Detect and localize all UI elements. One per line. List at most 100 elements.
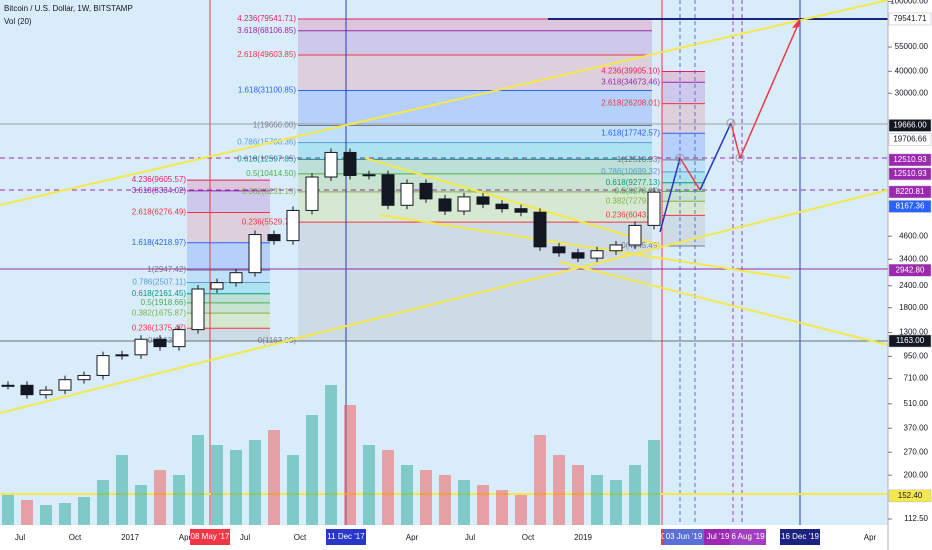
- fib-label: 1(19666.00): [253, 121, 296, 130]
- fib-label: 0.786(2507.11): [132, 278, 186, 287]
- fib-band: [298, 30, 652, 55]
- fib-label: 1.618(4218.97): [132, 238, 187, 247]
- fib-band: [298, 142, 652, 160]
- price-tag: [888, 133, 932, 146]
- time-tag: [190, 529, 230, 545]
- y-tick-label: 112.50: [904, 514, 928, 523]
- volume-bar: [78, 497, 90, 525]
- x-tick-label: Jul: [15, 533, 25, 542]
- fib-band: [298, 18, 652, 31]
- candle: [191, 288, 205, 331]
- fib-band: [298, 125, 652, 143]
- y-tick-label: 200.00: [904, 470, 929, 479]
- price-tag-label: 79541.71: [893, 14, 927, 23]
- x-tick-label: Oct: [294, 533, 307, 542]
- fib-label: 0.786(10699.32): [601, 167, 660, 176]
- price-tag: [888, 263, 932, 277]
- fib-band: [662, 71, 705, 83]
- time-tag-label: 16 Dec '19: [781, 532, 820, 541]
- candle: [419, 182, 433, 200]
- volume-bar: [610, 480, 622, 525]
- price-tag: [888, 185, 932, 199]
- y-tick-label: 510.00: [904, 399, 929, 408]
- volume-bar: [154, 470, 166, 525]
- fib-band: [298, 222, 652, 341]
- price-tag: [888, 489, 932, 503]
- volume-bar: [496, 490, 508, 525]
- fib-band: [298, 173, 652, 192]
- y-tick-label: 100000.00: [890, 0, 928, 6]
- volume-bar: [306, 415, 318, 525]
- time-tag-label: Jul '19: [707, 532, 730, 541]
- y-tick-label: 1300.00: [899, 328, 928, 337]
- fib-label: 2.618(26208.01): [601, 99, 660, 108]
- y-tick-label: 4600.00: [899, 231, 928, 240]
- candle: [571, 252, 585, 259]
- fib-label: 0.236(1375.47): [132, 323, 187, 332]
- fib-label: 0.618(9277.13): [606, 178, 661, 187]
- fib-label: 0.236(6043.33): [606, 210, 661, 219]
- volume-bar: [135, 485, 147, 525]
- price-tag: [888, 119, 932, 132]
- fib-band: [662, 159, 705, 172]
- x-tick-label: 2017: [121, 533, 139, 542]
- x-tick-label: Jul: [465, 533, 475, 542]
- y-tick-label: 30000.00: [895, 88, 929, 97]
- price-tag: [888, 334, 932, 348]
- time-tag-label: 03 Jun '19: [666, 532, 703, 541]
- time-tag-label: 08 May '17: [191, 532, 230, 541]
- fib-band: [187, 328, 270, 341]
- volume-bar: [648, 440, 660, 525]
- candle: [115, 354, 129, 357]
- volume-bar: [40, 505, 52, 525]
- candle: [210, 282, 224, 290]
- fib-label: 1(12510.93): [617, 155, 660, 164]
- candle: [153, 338, 167, 348]
- price-tag-label: 8220.81: [896, 187, 925, 196]
- fib-label: 0.382(7279.28): [606, 196, 661, 205]
- volume-bar: [325, 385, 337, 525]
- fib-band: [662, 171, 705, 183]
- volume-bar: [2, 495, 14, 525]
- fib-label: 4.236(39905.10): [601, 67, 660, 76]
- time-tag: [704, 529, 732, 545]
- fib-label: 1(2947.42): [147, 265, 186, 274]
- candle: [286, 209, 300, 242]
- candle: [39, 389, 53, 396]
- fib-band: [187, 180, 270, 191]
- fib-label: 0(4045.49): [621, 241, 660, 250]
- volume-bar: [477, 485, 489, 525]
- fib-label: 2.618(49603.85): [237, 50, 296, 59]
- price-tag-label: 2942.80: [896, 265, 925, 274]
- x-tick-label: Apr: [406, 533, 419, 542]
- fib-label: 0.236(5529.71): [242, 217, 297, 226]
- candle: [400, 182, 414, 206]
- price-tag-label: 19666.00: [893, 121, 927, 130]
- fib-band: [298, 159, 652, 174]
- fib-band: [298, 54, 652, 91]
- fib-band: [187, 282, 270, 294]
- candle: [647, 191, 661, 226]
- candle: [267, 234, 281, 242]
- time-tag: [664, 529, 704, 545]
- fib-label: 2.618(6276.49): [132, 208, 187, 217]
- fib-band: [662, 182, 705, 192]
- volume-bar: [439, 475, 451, 525]
- y-tick-label: 1800.00: [899, 303, 928, 312]
- candle: [495, 203, 509, 210]
- candle: [172, 329, 186, 348]
- y-tick-label: 270.00: [904, 447, 929, 456]
- candle: [343, 151, 357, 176]
- fib-label: 1.618(31100.85): [238, 86, 296, 95]
- time-tag: [326, 529, 366, 545]
- fib-label: 0.618(12597.85): [237, 155, 296, 164]
- volume-bar: [553, 455, 565, 525]
- fib-label: 0.5(1918.66): [141, 298, 187, 307]
- candle: [552, 246, 566, 254]
- price-tag-label: 8167.36: [896, 202, 925, 211]
- fib-band: [187, 293, 270, 303]
- x-tick-label: Oct: [69, 533, 82, 542]
- volume-bar: [572, 465, 584, 525]
- fib-label: 4.236(79541.71): [237, 14, 296, 23]
